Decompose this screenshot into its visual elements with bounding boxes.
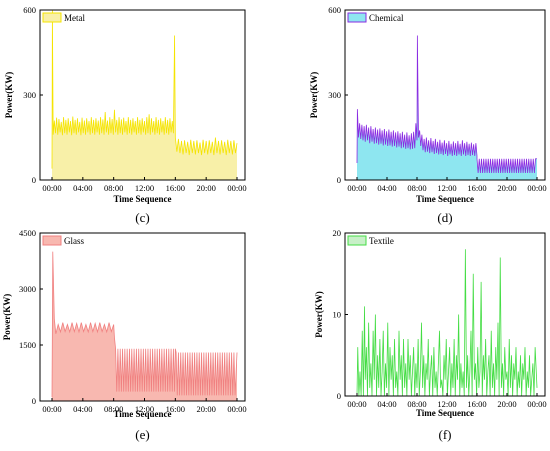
series-area: [357, 35, 537, 180]
legend-label: Chemical: [369, 13, 404, 23]
x-tick-label: 08:00: [407, 399, 426, 409]
y-tick-label: 600: [328, 5, 341, 15]
x-tick-label: 04:00: [73, 183, 92, 193]
x-tick-label: 00:00: [42, 183, 61, 193]
x-tick-label: 00:00: [347, 183, 366, 193]
x-tick-label: 16:00: [467, 183, 486, 193]
x-tick-label: 00:00: [42, 404, 61, 414]
x-tick-label: 20:00: [196, 404, 215, 414]
series-line: [51, 251, 238, 398]
legend-label: Textile: [369, 236, 394, 246]
panel-caption: (d): [437, 210, 452, 225]
legend-swatch: [347, 235, 367, 246]
y-axis-label: Power(KW): [314, 291, 324, 337]
chart-panel-c: 0 300 600 00:00 04:00 08:00 12:00 16:00 20:00 00:…: [4, 5, 247, 225]
x-axis-label: Time Sequence: [113, 194, 171, 204]
y-tick-label: 10: [333, 310, 342, 320]
series-area: [52, 251, 237, 401]
x-axis-label: Time Sequence: [416, 408, 474, 418]
x-tick-label: 20:00: [497, 399, 516, 409]
y-tick-label: 4500: [19, 228, 36, 238]
x-tick-label: 12:00: [135, 183, 154, 193]
chart-panel-d: 0 300 600 00:00 04:00 08:00 12:00 16:00 20:00 00:…: [309, 5, 547, 225]
x-tick-label: 00:00: [227, 404, 246, 414]
y-tick-label: 300: [23, 90, 36, 100]
legend-swatch: [42, 12, 62, 23]
x-tick-label: 16:00: [467, 399, 486, 409]
x-tick-label: 08:00: [407, 183, 426, 193]
x-tick-label: 12:00: [437, 183, 456, 193]
y-tick-label: 0: [337, 175, 341, 185]
legend-swatch: [347, 12, 367, 23]
x-tick-label: 00:00: [527, 399, 546, 409]
panel-caption: (e): [135, 427, 149, 442]
x-tick-label: 12:00: [437, 399, 456, 409]
y-axis-label: Power(KW): [309, 72, 319, 118]
y-tick-label: 600: [23, 5, 36, 15]
y-tick-label: 20: [333, 228, 342, 238]
plot-frame: [39, 232, 246, 402]
legend-label: Metal: [64, 13, 85, 23]
series-line: [356, 35, 537, 173]
x-axis-label: Time Sequence: [416, 194, 474, 204]
x-tick-label: 04:00: [377, 183, 396, 193]
y-tick-label: 300: [328, 90, 341, 100]
x-tick-label: 12:00: [135, 404, 154, 414]
y-tick-label: 0: [32, 175, 36, 185]
y-tick-label: 0: [337, 391, 341, 401]
x-axis-label: Time Sequence: [113, 409, 171, 419]
series-line: [356, 249, 538, 397]
series-area: [52, 10, 237, 180]
series-line: [51, 9, 238, 169]
x-tick-label: 00:00: [347, 399, 366, 409]
x-tick-label: 08:00: [104, 404, 123, 414]
y-tick-label: 1500: [19, 340, 36, 350]
x-tick-label: 00:00: [227, 183, 246, 193]
chart-panel-e: 0 1500 3000 4500 00:00 04:00 08:00 12:00 16:00 20…: [2, 228, 247, 442]
panel-caption: (c): [135, 210, 149, 225]
y-axis-label: Power(KW): [2, 294, 12, 340]
x-tick-label: 20:00: [196, 183, 215, 193]
y-tick-label: 3000: [19, 284, 36, 294]
legend-label: Glass: [64, 236, 84, 246]
x-tick-label: 04:00: [73, 404, 92, 414]
panel-caption: (f): [439, 427, 452, 442]
legend-swatch: [42, 235, 62, 246]
x-tick-label: 20:00: [497, 183, 516, 193]
x-tick-label: 00:00: [527, 183, 546, 193]
y-tick-label: 0: [32, 396, 36, 406]
x-tick-label: 04:00: [377, 399, 396, 409]
chart-panel-f: 0 10 20 00:00 04:00 08:00 12:00 16:00 20:00 00:00…: [314, 228, 547, 442]
x-tick-label: 08:00: [104, 183, 123, 193]
x-tick-label: 16:00: [166, 404, 185, 414]
y-axis-label: Power(KW): [4, 72, 14, 118]
x-tick-label: 16:00: [166, 183, 185, 193]
